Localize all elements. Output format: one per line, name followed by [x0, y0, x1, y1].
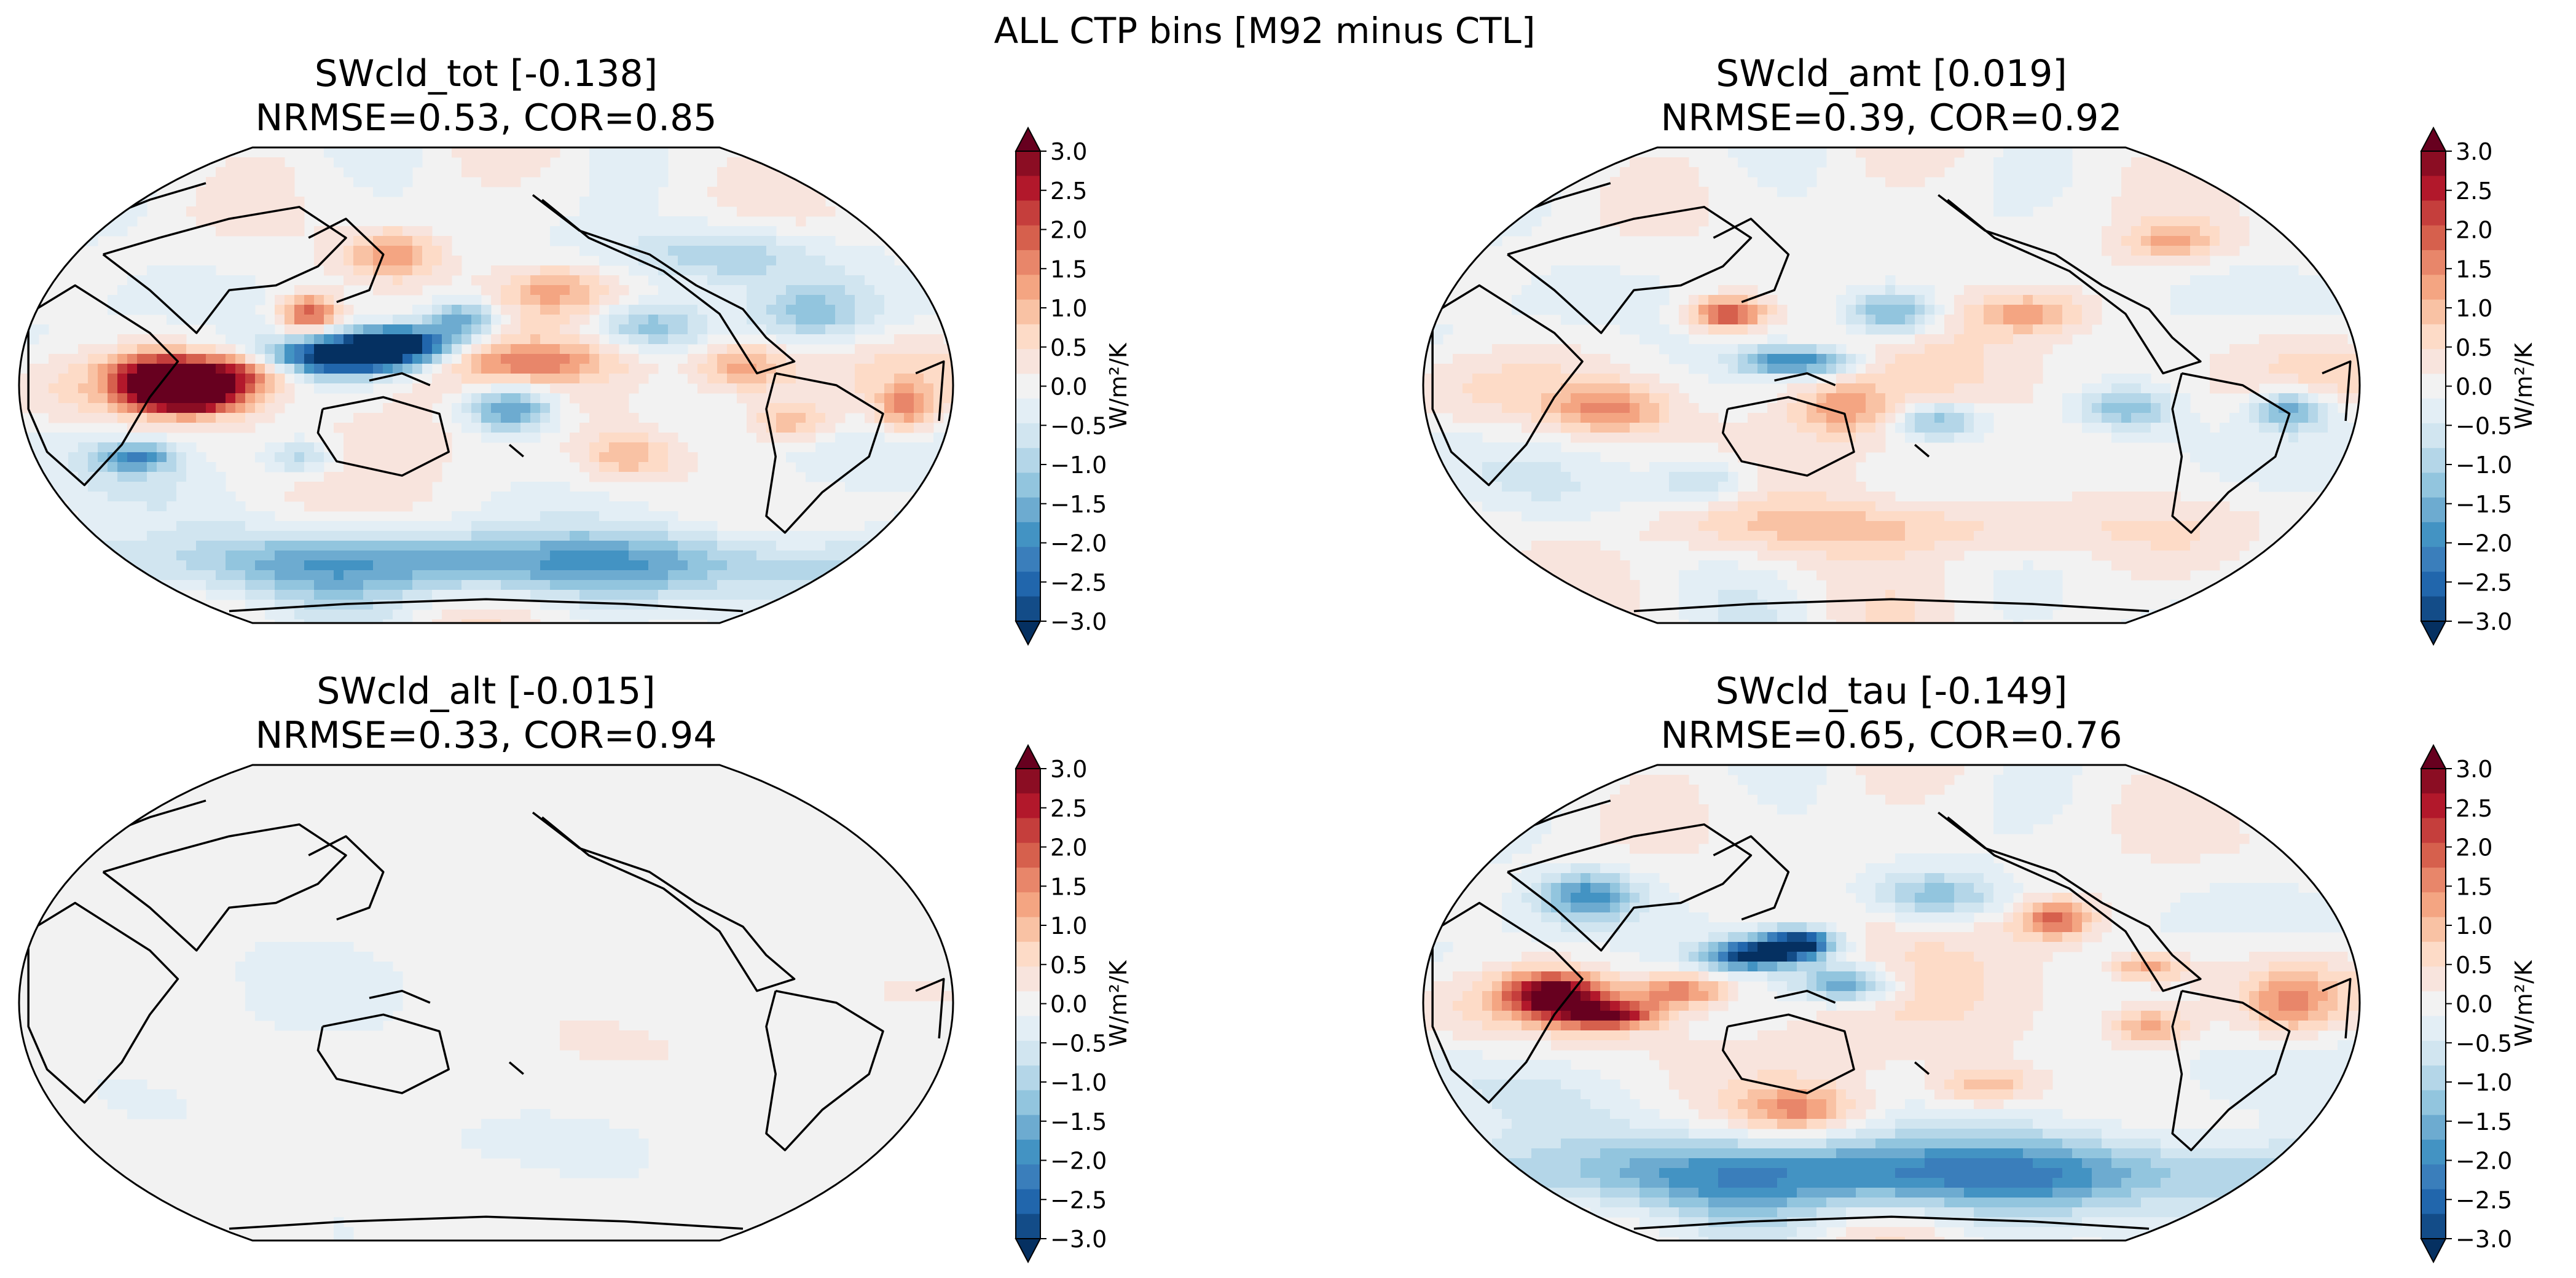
colorbar-tick-label: 0.5: [1050, 952, 1087, 979]
panel-subtitle: NRMSE=0.53, COR=0.85: [255, 96, 717, 139]
colorbar-tick-label: 0.0: [1050, 991, 1087, 1018]
panel-swcld-alt: SWcld_alt [-0.015] NRMSE=0.33, COR=0.94 …: [18, 670, 1132, 1264]
colorbar-label: W/m²/K: [1105, 342, 1132, 429]
colorbar-tick-label: 1.0: [2456, 912, 2492, 939]
colorbar-tick-label: −3.0: [1050, 608, 1107, 635]
colorbar-tick-label: 0.5: [2456, 952, 2492, 979]
panel-swcld-tot: SWcld_tot [-0.138] NRMSE=0.53, COR=0.85 …: [18, 52, 1132, 646]
colorbar-tick-label: 2.5: [1050, 795, 1087, 822]
colorbar-swcld-tau: 3.0 2.5 2.0 1.5 1.0 0.5 0.0 −0.5 −1.0 −1.5 −2.0 −2.…: [2420, 743, 2537, 1264]
colorbar-label: W/m²/K: [2510, 342, 2537, 429]
colorbar-tick-label: −2.0: [1050, 530, 1107, 557]
colorbar-tick-label: −2.0: [1050, 1148, 1107, 1175]
colorbar-tick-label: −1.5: [1050, 1108, 1107, 1135]
colorbar-tick-label: −3.0: [2456, 608, 2512, 635]
panel-subtitle: NRMSE=0.65, COR=0.76: [1660, 714, 2122, 757]
colorbar-tick-label: −1.0: [1050, 1069, 1107, 1096]
colorbar-tick-label: 0.5: [2456, 334, 2492, 361]
panel-title: SWcld_amt [0.019]: [1716, 52, 2067, 95]
colorbar-tick-label: 2.5: [2456, 795, 2492, 822]
colorbar-tick-label: 1.0: [1050, 295, 1087, 322]
colorbar-tick-label: −1.0: [1050, 452, 1107, 479]
colorbar-tick-label: 3.0: [1050, 138, 1087, 165]
colorbar-tick-label: 2.5: [1050, 178, 1087, 205]
panel-title: SWcld_tau [-0.149]: [1716, 670, 2068, 713]
map-swcld-alt: [18, 764, 954, 1242]
colorbar-tick-label: −3.0: [1050, 1226, 1107, 1253]
colorbar-tick-label: −1.5: [1050, 491, 1107, 518]
colorbar-tick-label: 0.5: [1050, 334, 1087, 361]
colorbar-tick-label: 0.0: [2456, 991, 2492, 1018]
colorbar-tick-label: −1.0: [2456, 452, 2512, 479]
colorbar-tick-label: −1.5: [2456, 491, 2512, 518]
colorbar-tick-label: −2.5: [1050, 1186, 1107, 1213]
colorbar-tick-label: −1.0: [2456, 1069, 2512, 1096]
map-swcld-tot: [18, 146, 954, 624]
colorbar-tick-label: −0.5: [2456, 1030, 2512, 1057]
colorbar-tick-label: 3.0: [2456, 756, 2492, 783]
colorbar-label: W/m²/K: [2510, 960, 2537, 1046]
colorbar-tick-label: −2.0: [2456, 530, 2512, 557]
colorbar-tick-label: −0.5: [1050, 412, 1107, 439]
colorbar-tick-label: 2.0: [2456, 217, 2492, 244]
colorbar-tick-label: 1.5: [2456, 256, 2492, 283]
colorbar-tick-label: −3.0: [2456, 1226, 2512, 1253]
panel-title: SWcld_alt [-0.015]: [316, 670, 655, 713]
colorbar-tick-label: 2.0: [2456, 834, 2492, 861]
colorbar-tick-label: 3.0: [1050, 756, 1087, 783]
panel-swcld-amt: SWcld_amt [0.019] NRMSE=0.39, COR=0.92 3…: [1422, 52, 2537, 646]
colorbar-tick-label: 3.0: [2456, 138, 2492, 165]
colorbar-swcld-amt: 3.0 2.5 2.0 1.5 1.0 0.5 0.0 −0.5 −1.0 −1.5 −2.0 −2.…: [2420, 126, 2537, 646]
colorbar-tick-label: 1.5: [2456, 873, 2492, 900]
colorbar-swcld-tot: 3.0 2.5 2.0 1.5 1.0 0.5 0.0 −0.5 −1.0 −1.5 −2.0 −2.…: [1015, 126, 1132, 646]
figure-suptitle: ALL CTP bins [M92 minus CTL]: [994, 10, 1536, 52]
colorbar-tick-label: 2.5: [2456, 178, 2492, 205]
panel-title: SWcld_tot [-0.138]: [315, 52, 658, 95]
colorbar-tick-label: −2.0: [2456, 1148, 2512, 1175]
colorbar-tick-label: 1.0: [2456, 295, 2492, 322]
colorbar-tick-label: −1.5: [2456, 1108, 2512, 1135]
colorbar-tick-label: −2.5: [1050, 569, 1107, 596]
colorbar-tick-label: −0.5: [2456, 412, 2512, 439]
colorbar-tick-label: 1.0: [1050, 912, 1087, 939]
colorbar-tick-label: −0.5: [1050, 1030, 1107, 1057]
panel-subtitle: NRMSE=0.39, COR=0.92: [1660, 96, 2122, 139]
colorbar-swcld-alt: 3.0 2.5 2.0 1.5 1.0 0.5 0.0 −0.5 −1.0 −1.5 −2.0 −2.…: [1015, 743, 1132, 1264]
colorbar-tick-label: −2.5: [2456, 1186, 2512, 1213]
colorbar-tick-label: −2.5: [2456, 569, 2512, 596]
colorbar-tick-label: 2.0: [1050, 834, 1087, 861]
colorbar-tick-label: 0.0: [1050, 374, 1087, 401]
panel-subtitle: NRMSE=0.33, COR=0.94: [255, 714, 717, 757]
map-swcld-tau: [1422, 764, 2361, 1242]
colorbar-tick-label: 1.5: [1050, 256, 1087, 283]
colorbar-tick-label: 1.5: [1050, 873, 1087, 900]
colorbar-tick-label: 0.0: [2456, 374, 2492, 401]
colorbar-label: W/m²/K: [1105, 960, 1132, 1046]
colorbar-tick-label: 2.0: [1050, 217, 1087, 244]
map-swcld-amt: [1422, 146, 2361, 624]
panel-swcld-tau: SWcld_tau [-0.149] NRMSE=0.65, COR=0.76 …: [1422, 670, 2537, 1264]
